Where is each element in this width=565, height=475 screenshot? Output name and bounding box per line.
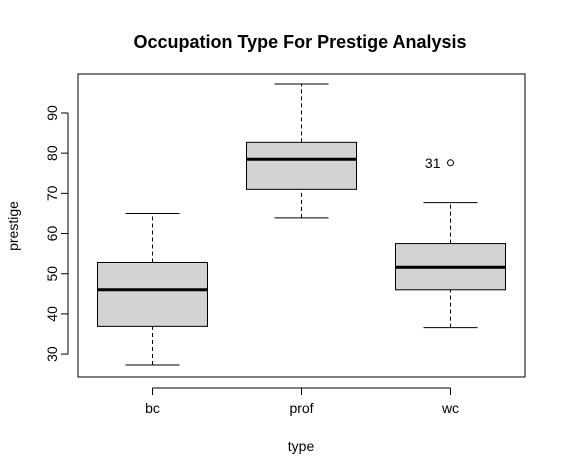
- x-tick-label-prof: prof: [289, 400, 313, 416]
- iqr-box: [246, 141, 357, 190]
- y-tick-label: 50: [44, 266, 60, 282]
- y-axis-label: prestige: [5, 201, 21, 251]
- chart-title: Occupation Type For Prestige Analysis: [133, 32, 466, 52]
- x-tick-label-wc: wc: [441, 400, 459, 416]
- x-axis-label: type: [288, 438, 315, 454]
- plot-frame: [77, 73, 526, 378]
- y-tick-label: 60: [44, 226, 60, 242]
- outlier-label: 31: [425, 155, 441, 171]
- y-tick-label: 80: [44, 145, 60, 161]
- x-tick-label-bc: bc: [145, 400, 160, 416]
- y-tick-label: 40: [44, 306, 60, 322]
- iqr-box: [97, 261, 208, 327]
- y-tick-label: 70: [44, 185, 60, 201]
- y-tick-label: 30: [44, 346, 60, 362]
- box-bc: [97, 212, 208, 366]
- y-tick-label: 90: [44, 105, 60, 121]
- box-prof: [246, 83, 357, 219]
- outlier-point: [447, 159, 454, 167]
- box-wc: 31: [395, 155, 506, 329]
